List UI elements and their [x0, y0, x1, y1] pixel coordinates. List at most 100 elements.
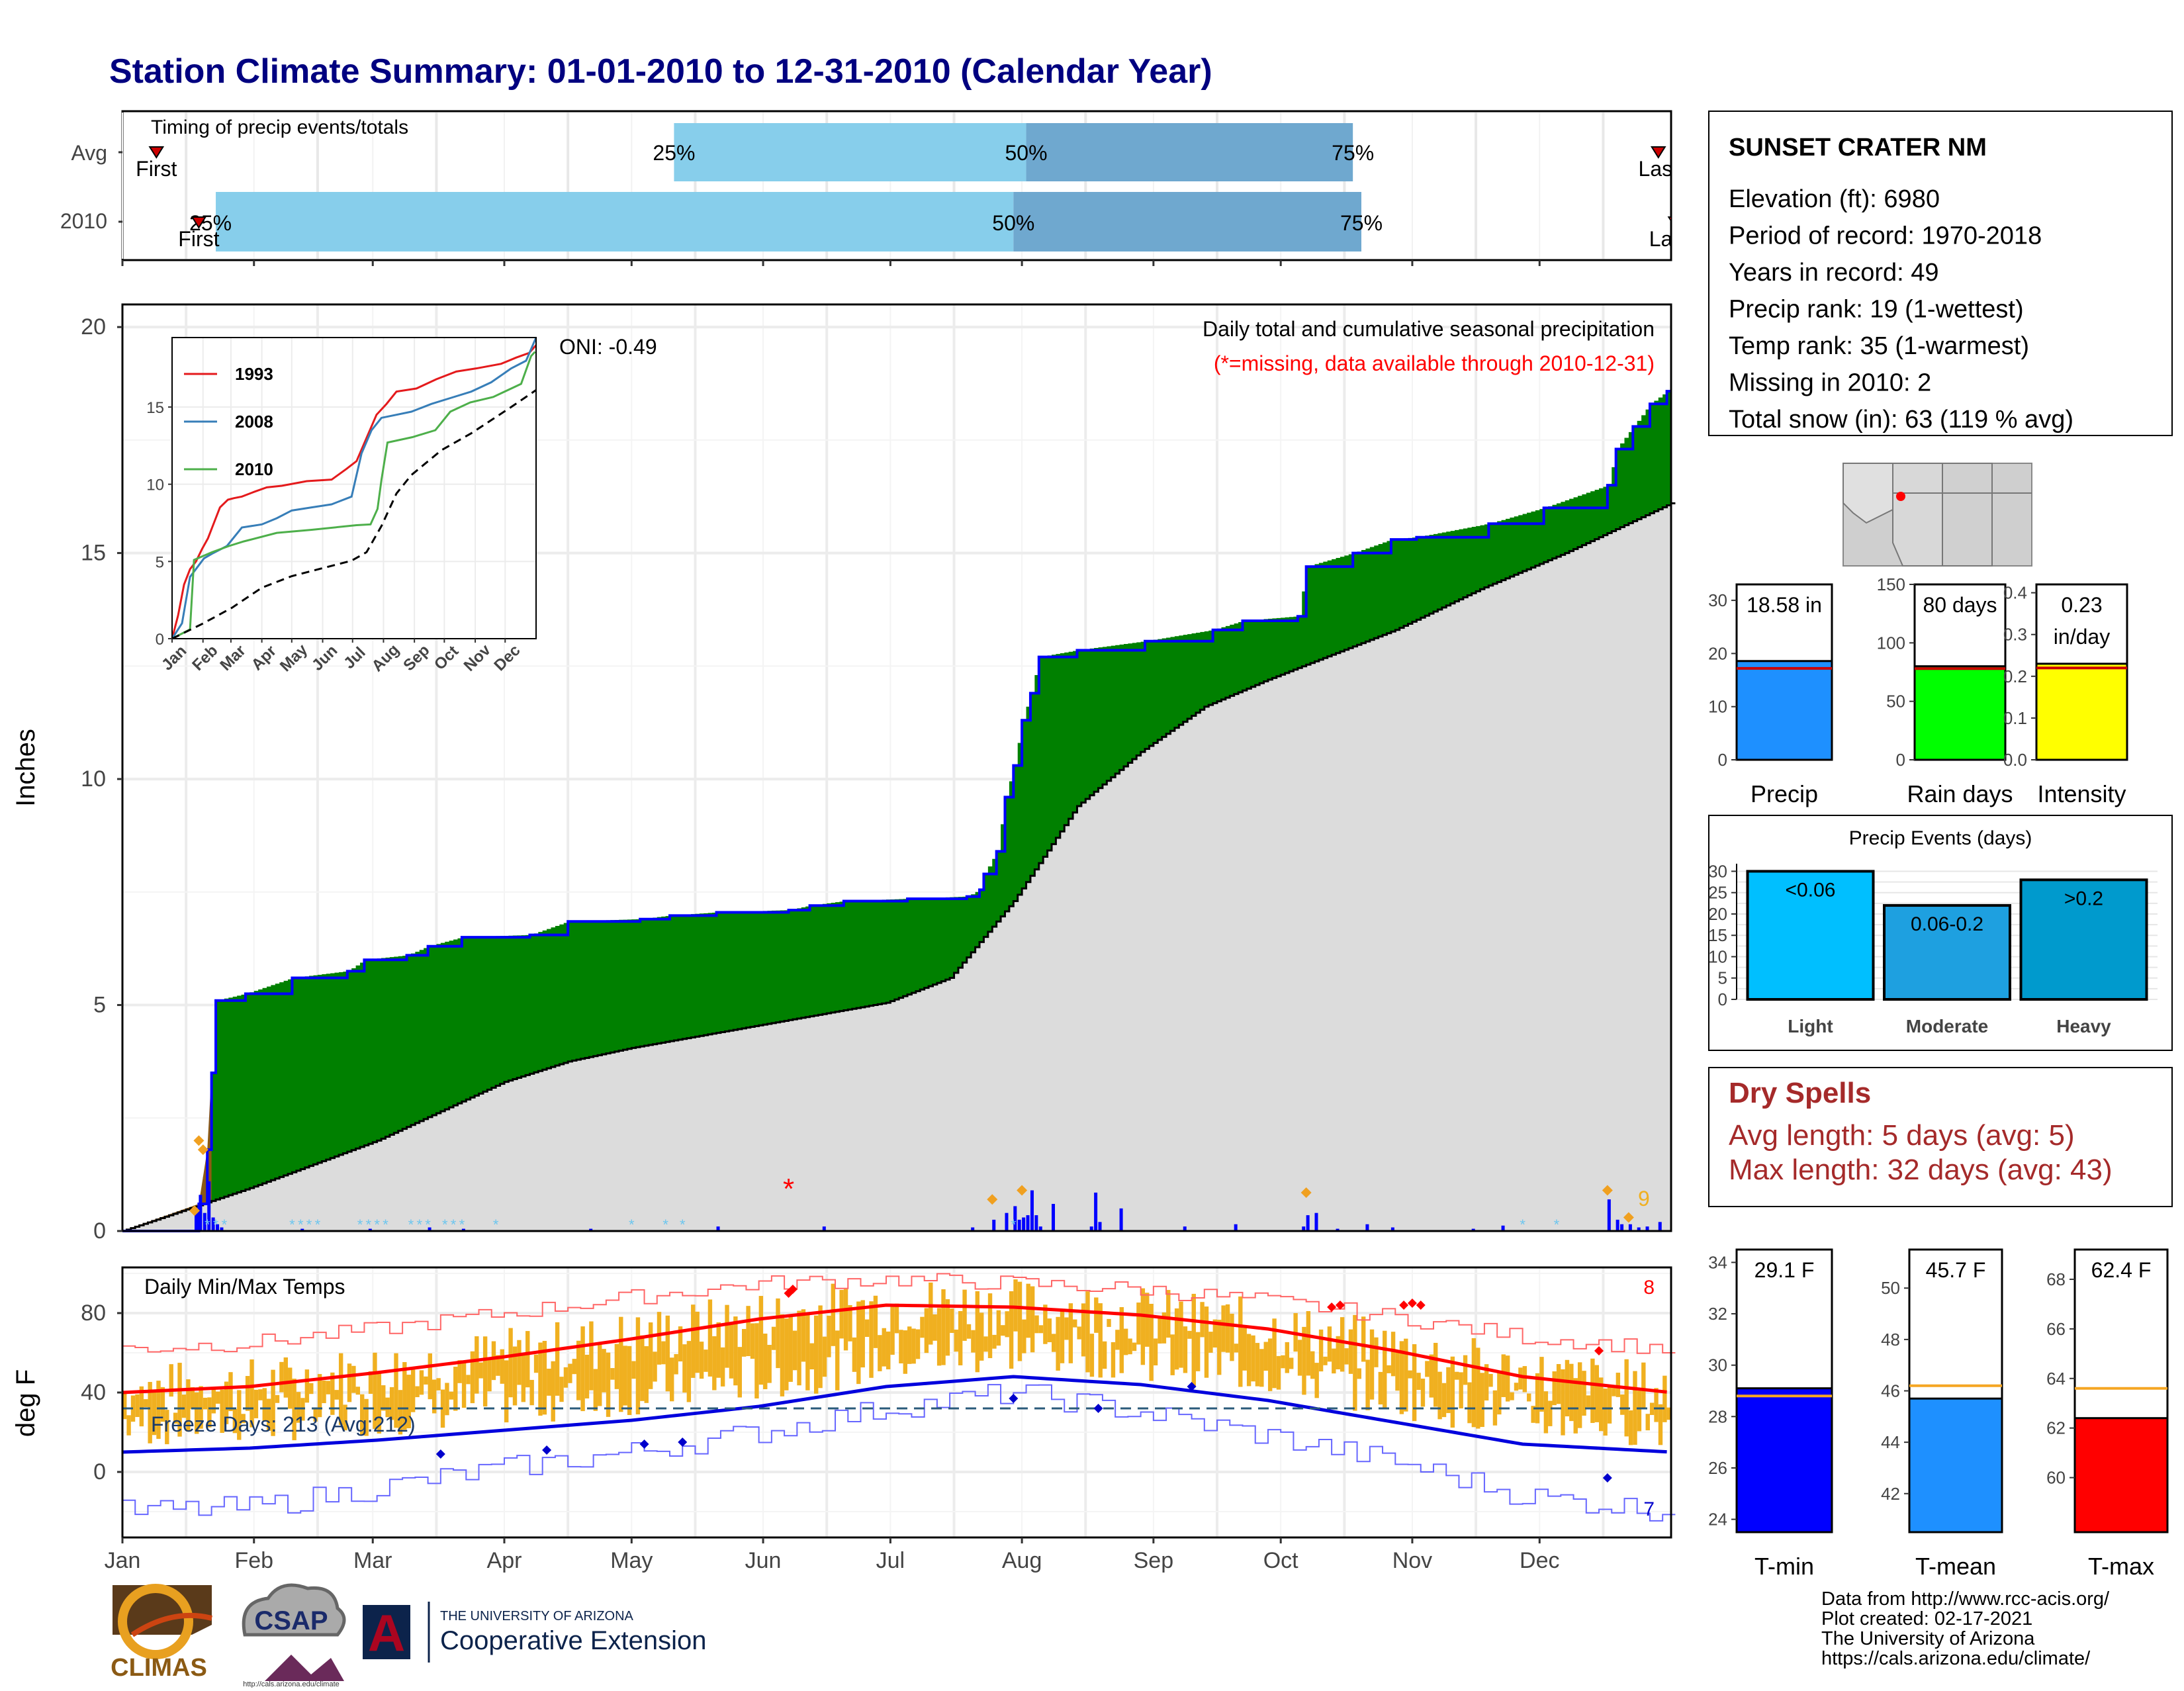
station-detail-line: Elevation (ft): 6980 — [1729, 185, 1940, 213]
temp-daily-range-bar — [576, 1340, 581, 1400]
temp-daily-range-bar — [207, 1397, 212, 1428]
temp-daily-range-bar — [941, 1289, 946, 1365]
temp-daily-range-bar — [436, 1378, 441, 1391]
temp-daily-range-bar — [1221, 1305, 1226, 1352]
temp-daily-range-bar — [1649, 1402, 1655, 1415]
temp-daily-range-bar — [1327, 1326, 1332, 1362]
temp-daily-range-bar — [309, 1383, 314, 1394]
temp-daily-range-bar — [1001, 1325, 1005, 1336]
ua-logo-bottom-text: Cooperative Extension — [440, 1626, 706, 1655]
temp-daily-range-bar — [890, 1305, 895, 1355]
temp-daily-range-bar — [878, 1335, 882, 1371]
temp-daily-range-bar — [648, 1322, 653, 1389]
precip-daily-bar — [971, 1227, 975, 1231]
precip-daily-bar — [203, 1212, 206, 1231]
precip-daily-bar — [1365, 1224, 1369, 1231]
footer-line-created: Plot created: 02-17-2021 — [1821, 1608, 2032, 1629]
temp-daily-range-bar — [1022, 1319, 1026, 1353]
temp-daily-range-bar — [1480, 1373, 1484, 1428]
ua-cooperative-extension-logo: A THE UNIVERSITY OF ARIZONA Cooperative … — [363, 1602, 706, 1663]
temp-daily-range-bar — [593, 1369, 598, 1411]
temp-daily-range-bar — [818, 1305, 823, 1389]
temp-daily-range-bar — [1204, 1306, 1209, 1378]
snow-event-marker — [987, 1194, 998, 1205]
temp-daily-range-bar — [415, 1386, 420, 1398]
temp-daily-range-bar — [334, 1390, 339, 1400]
temp-daily-range-bar — [482, 1336, 488, 1407]
dry-spells-box: Dry Spells Avg length: 5 days (avg: 5) M… — [1708, 1067, 2173, 1207]
precip-daily-bar — [1390, 1227, 1394, 1231]
timing-bar-25-50 — [216, 192, 1014, 251]
temp-daily-range-bar — [563, 1367, 569, 1388]
snow-day-marker: * — [1011, 1216, 1017, 1233]
record-low-marker — [1187, 1382, 1197, 1391]
temp-daily-range-bar — [686, 1341, 692, 1402]
temp-daily-range-bar — [1374, 1337, 1379, 1367]
temp-daily-range-bar — [1654, 1388, 1659, 1422]
temp-daily-range-bar — [381, 1385, 386, 1411]
temp-daily-range-bar — [682, 1344, 687, 1393]
precip-events-category-label: Moderate — [1906, 1016, 1988, 1036]
temp-daily-range-bar — [843, 1289, 848, 1351]
temp-daily-range-bar — [232, 1408, 238, 1434]
temp-daily-range-bar — [402, 1362, 407, 1430]
precip-daily-bar — [1183, 1226, 1187, 1231]
temp-daily-range-bar — [1518, 1367, 1523, 1390]
temp-daily-range-bar — [691, 1304, 696, 1378]
station-detail-line: Precip rank: 19 (1-wettest) — [1729, 296, 2024, 324]
temp-daily-range-bar — [1662, 1375, 1667, 1422]
record-low-marker — [435, 1449, 445, 1459]
temp-daily-range-bar — [317, 1374, 322, 1418]
mini-chart-value-label: 45.7 F — [1926, 1258, 1986, 1282]
temp-daily-range-bar — [165, 1410, 169, 1445]
timing-first-label: First — [136, 157, 177, 181]
month-tick-label: Apr — [487, 1548, 522, 1573]
temp-daily-range-bar — [635, 1317, 641, 1415]
precip-daily-bar — [1620, 1224, 1624, 1231]
precip-chart-subtitle: (*=missing, data available through 2010-… — [1214, 351, 1655, 375]
precip-daily-bar — [194, 1208, 198, 1231]
temp-daily-range-bar — [1471, 1338, 1477, 1428]
mini-chart-tick-label: 50 — [1886, 692, 1905, 711]
temp-daily-range-bar — [631, 1361, 636, 1379]
temp-daily-range-bar — [428, 1353, 432, 1400]
temp-daily-range-bar — [831, 1283, 836, 1346]
temp-daily-range-bar — [211, 1389, 216, 1414]
temp-daily-range-bar — [360, 1394, 365, 1436]
snow-day-marker: * — [1554, 1216, 1560, 1233]
timing-first-marker — [148, 146, 165, 159]
temp-daily-range-bar — [1539, 1357, 1544, 1412]
temp-daily-range-bar — [169, 1364, 173, 1397]
temp-daily-range-bar — [1561, 1369, 1565, 1436]
temp-daily-range-bar — [156, 1381, 161, 1440]
temp-daily-range-bar — [797, 1310, 801, 1386]
mini-chart-tick-label: 26 — [1708, 1458, 1727, 1478]
precip-areas — [122, 390, 1676, 1232]
station-details: Elevation (ft): 6980 Period of record: 19… — [1729, 185, 2073, 434]
mini-chart-value-label: 29.1 F — [1754, 1258, 1815, 1282]
temp-daily-range-bar — [589, 1321, 594, 1391]
temp-daily-range-bar — [1628, 1410, 1633, 1445]
temp-daily-range-bar — [1590, 1358, 1595, 1424]
precip-daily-bar — [1052, 1204, 1055, 1231]
temp-daily-range-bar — [491, 1341, 496, 1381]
precip-events-tick-label: 0 — [1718, 989, 1727, 1009]
temp-daily-range-bar — [763, 1333, 768, 1389]
temp-daily-range-bar — [160, 1387, 165, 1422]
temp-daily-range-bar — [1191, 1293, 1196, 1387]
temp-daily-range-bar — [1246, 1334, 1251, 1387]
ua-logo-top-text: THE UNIVERSITY OF ARIZONA — [440, 1609, 634, 1623]
timing-row-label-avg: Avg — [71, 141, 107, 165]
temp-daily-range-bar — [640, 1335, 645, 1401]
record-low-marker — [1602, 1473, 1612, 1483]
temp-daily-range-bar — [644, 1346, 649, 1403]
temp-daily-range-bar — [924, 1308, 929, 1353]
temp-daily-range-bar — [1272, 1318, 1277, 1389]
temp-daily-range-bar — [1259, 1349, 1264, 1387]
temp-daily-range-bar — [1357, 1368, 1361, 1379]
temp-daily-range-bar — [979, 1312, 984, 1361]
precip-daily-bar — [1658, 1222, 1662, 1231]
temp-daily-range-bar — [1463, 1355, 1468, 1385]
